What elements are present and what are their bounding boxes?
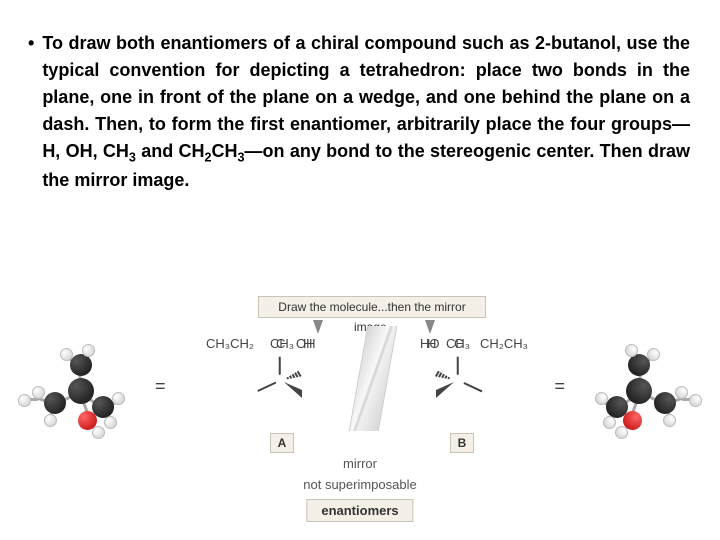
wedge-solid-icon <box>434 382 454 398</box>
main-text-content: To draw both enantiomers of a chiral com… <box>42 30 690 194</box>
equals-sign: = <box>155 376 166 397</box>
mirror-plane-icon <box>349 326 398 431</box>
group-ch2ch3: CH₂CH₃ <box>480 336 528 351</box>
model-3d-b <box>580 326 700 446</box>
main-paragraph: • To draw both enantiomers of a chiral c… <box>28 30 690 194</box>
label-b-box: B <box>450 433 474 453</box>
center-c: C <box>454 336 463 351</box>
arrow-down-icon <box>425 320 435 334</box>
structure-2d-b: CH₃ C CH₂CH₃ H HO <box>414 336 514 431</box>
center-c: C <box>276 336 285 351</box>
enantiomers-box: enantiomers <box>306 499 413 522</box>
equals-sign: = <box>554 376 565 397</box>
arrow-down-icon <box>313 320 323 334</box>
not-superimposable-label: not superimposable <box>20 477 700 492</box>
bullet-mark: • <box>28 30 34 194</box>
wedge-solid-icon <box>284 382 304 398</box>
enantiomer-figure: Draw the molecule...then the mirror imag… <box>20 296 700 526</box>
instruction-box: Draw the molecule...then the mirror imag… <box>258 296 486 318</box>
model-3d-a <box>20 326 140 446</box>
mirror-label: mirror <box>20 456 700 471</box>
group-oh: OH <box>296 336 316 351</box>
label-a-box: A <box>270 433 294 453</box>
group-ho: HO <box>420 336 440 351</box>
structure-2d-a: CH₃ C CH₃CH₂ H OH <box>228 336 328 431</box>
group-ch3ch2: CH₃CH₂ <box>206 336 254 351</box>
